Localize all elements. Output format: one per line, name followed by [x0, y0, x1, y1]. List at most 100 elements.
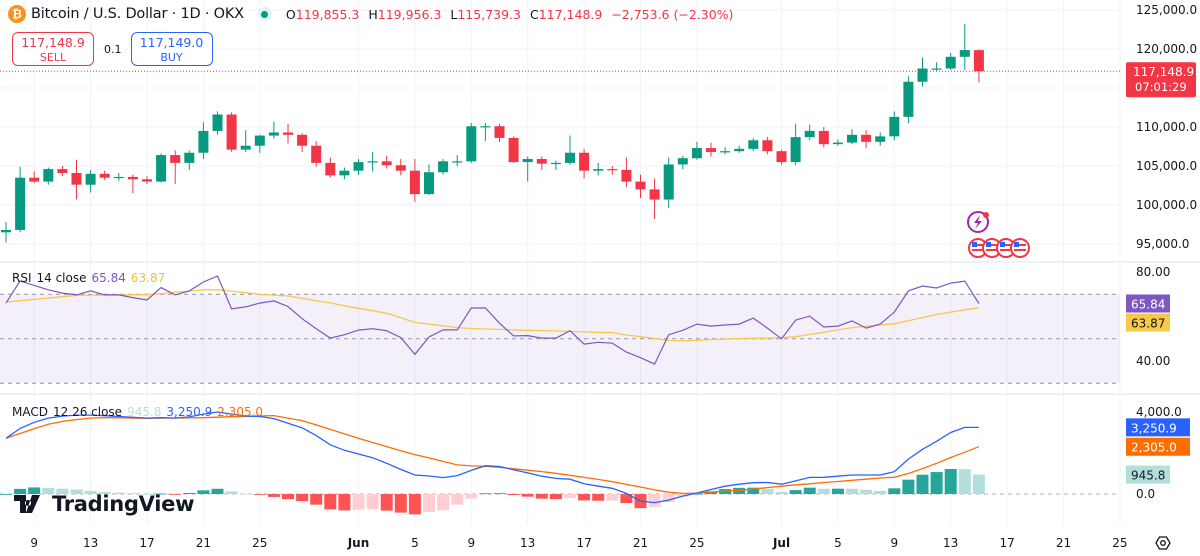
flag-stripe	[986, 249, 998, 251]
price-tick-label: 120,000.0	[1136, 42, 1197, 56]
candle	[113, 173, 124, 181]
time-axis-label: 9	[467, 536, 475, 550]
candle-body	[170, 155, 181, 163]
low-value: 115,739.3	[457, 6, 521, 22]
macd-histogram-bar	[690, 493, 703, 495]
candle	[635, 174, 646, 198]
candle-body	[649, 189, 660, 200]
sell-button[interactable]: 117,148.9 SELL	[12, 32, 94, 66]
macd-histogram-bar	[874, 490, 887, 494]
candle	[170, 150, 181, 184]
candle	[706, 142, 716, 157]
tradingview-logo[interactable]: TradingView	[14, 492, 194, 516]
macd-histogram-bar	[98, 492, 111, 494]
candle	[85, 169, 96, 193]
last-price-label: 117,148.9	[1133, 65, 1194, 79]
time-axis-label: Jul	[772, 536, 790, 550]
macd-histogram-bar	[761, 488, 774, 494]
time-axis-label: 9	[890, 536, 898, 550]
macd-histogram-bar	[902, 479, 915, 494]
rsi-value-badge	[1126, 294, 1170, 313]
macd-histogram-bar	[775, 491, 788, 494]
macd-histogram-bar	[958, 469, 971, 494]
time-axis-label: 17	[139, 536, 154, 550]
macd-histogram-bar	[225, 491, 238, 494]
macd-legend-name: MACD	[12, 405, 48, 419]
quantity[interactable]: 0.1	[104, 42, 122, 56]
candle-body	[875, 136, 886, 142]
candle-body	[579, 152, 590, 171]
macd-signal-line	[5, 414, 980, 495]
candle-body	[945, 56, 956, 69]
time-axis-label: 5	[834, 536, 842, 550]
macd-histogram-bar	[549, 494, 562, 500]
time-axis-label: 17	[576, 536, 591, 550]
macd-histogram-bar	[253, 494, 266, 495]
rsi-legend[interactable]: RSI 14 close 65.84 63.87	[12, 271, 170, 285]
candle	[593, 162, 604, 176]
macd-histogram-bar	[803, 487, 816, 494]
candle	[409, 158, 420, 202]
time-axis-label: 13	[520, 536, 535, 550]
candle	[748, 137, 759, 152]
candle	[353, 158, 364, 175]
candle-body	[438, 161, 449, 173]
candle	[691, 141, 702, 160]
rsi-legend-params: 14 close	[36, 271, 87, 285]
macd-histogram-bar	[141, 493, 153, 495]
candle	[254, 134, 265, 153]
events-row	[967, 211, 1030, 258]
candle	[790, 123, 801, 166]
candle	[466, 123, 477, 163]
macd-histogram-bar	[789, 490, 802, 494]
candle-body	[959, 50, 970, 57]
candle-body	[43, 169, 54, 182]
candle-body	[522, 158, 533, 163]
price-tick-label: 95,000.0	[1136, 237, 1189, 251]
macd-histogram-bar	[437, 494, 450, 511]
candle-body	[127, 176, 138, 180]
macd-legend-macd: 3,250.9	[166, 405, 213, 419]
time-axis-label: 13	[83, 536, 98, 550]
flag-canton	[1014, 242, 1019, 247]
candle-body	[607, 169, 618, 171]
candle-body	[494, 126, 505, 138]
flag-canton	[986, 242, 991, 247]
flag-stripe	[972, 249, 984, 251]
candle	[438, 158, 449, 175]
macd-histogram-bar	[944, 468, 957, 494]
candle	[903, 76, 914, 124]
macd-histogram-bar	[606, 494, 619, 501]
candle	[325, 157, 336, 178]
symbol-header: ₿ Bitcoin / U.S. Dollar · 1D · OKX O119,…	[8, 5, 738, 23]
candle	[15, 166, 26, 233]
flag-stripe	[1014, 244, 1026, 246]
buy-button[interactable]: 117,149.0 BUY	[130, 32, 213, 66]
candle-body	[565, 152, 575, 163]
macd-histogram-bar	[662, 494, 675, 502]
candle	[959, 24, 970, 71]
market-status-icon[interactable]	[257, 7, 272, 21]
last-price-badge	[1126, 62, 1196, 98]
rsi-tick-label: 40.00	[1136, 354, 1170, 368]
candle	[861, 130, 872, 149]
macd-legend-params: 12 26 close	[52, 405, 123, 419]
gear-icon[interactable]	[1155, 536, 1171, 550]
lightning-glyph	[974, 215, 982, 229]
macd-histogram-bar	[831, 488, 844, 494]
gear-center	[1160, 540, 1166, 546]
open-value: 119,855.3	[295, 6, 360, 22]
candle-body	[663, 164, 674, 200]
macd-legend-hist: 945.8	[127, 405, 162, 419]
candle-body	[621, 169, 632, 182]
macd-legend[interactable]: MACD 12 26 close 945.8 3,250.9 2,305.0	[12, 405, 268, 419]
rsi-legend-ma: 63.87	[130, 271, 166, 285]
rsi-ma-line	[5, 289, 979, 342]
macd-value-badge	[1126, 418, 1190, 437]
macd-histogram-bar	[183, 493, 196, 494]
symbol-title[interactable]: Bitcoin / U.S. Dollar · 1D · OKX	[31, 6, 244, 22]
rsi-ma-badge	[1126, 313, 1170, 332]
candle	[127, 174, 138, 194]
candle-body	[480, 126, 491, 128]
